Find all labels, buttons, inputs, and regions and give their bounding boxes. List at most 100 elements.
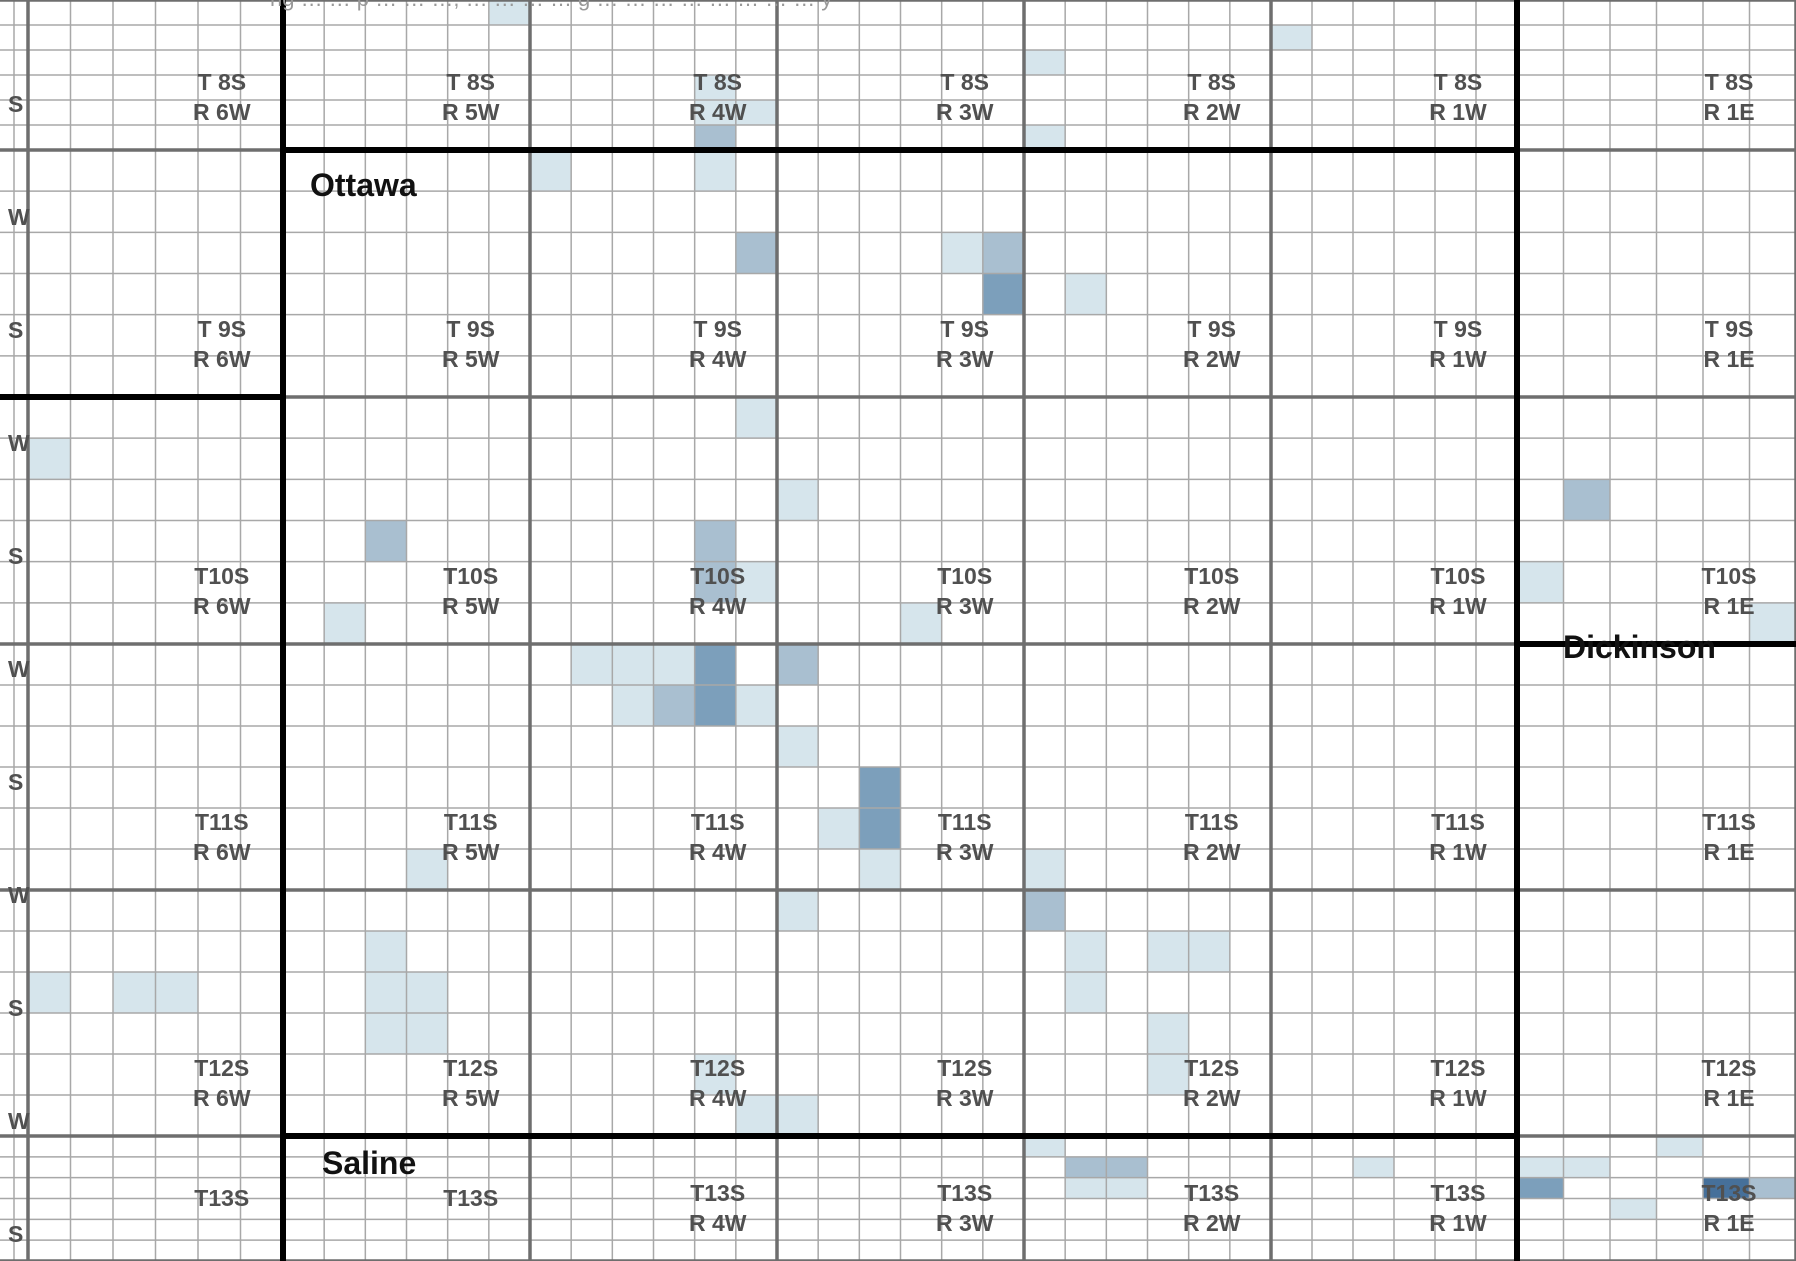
range-number: R 2W [1183, 1085, 1241, 1111]
shaded-section [694, 125, 736, 150]
range-number: R 5W [442, 346, 500, 372]
township-label: T11S R 6W [193, 809, 251, 865]
township-label: T12S R 1W [1429, 1055, 1487, 1111]
shaded-section [1147, 931, 1189, 972]
shaded-section [324, 602, 366, 644]
shaded-section [406, 972, 448, 1013]
township-label: T12S R 4W [689, 1055, 747, 1111]
shaded-section [1065, 972, 1107, 1013]
shaded-section [612, 644, 654, 685]
township-label: T12S R 5W [442, 1055, 500, 1111]
shaded-section [1024, 849, 1066, 890]
township-label: T13S R 4W [689, 1180, 747, 1236]
shaded-section [571, 644, 613, 685]
shaded-sections-layer [28, 0, 1796, 1220]
township-number: T13S [1184, 1180, 1239, 1206]
township-number: T 9S [1705, 316, 1754, 342]
shaded-section [113, 972, 156, 1013]
range-number: R 2W [1183, 1210, 1241, 1236]
shaded-section [735, 397, 777, 439]
shaded-section [365, 931, 407, 972]
clipped-left-label: S [8, 769, 23, 795]
clipped-left-label: W [8, 430, 30, 456]
shaded-section [612, 685, 654, 726]
township-label: T11S R 1E [1702, 809, 1756, 865]
shaded-section [1024, 50, 1066, 75]
township-labels-layer: T 8S R 6W T 8S R 5W T 8S R 4W T 8S R 3W T 8S R 2W… [8, 69, 1757, 1247]
shaded-section [1517, 1156, 1564, 1178]
clipped-left-label: W [8, 1108, 30, 1134]
range-number: R 2W [1183, 99, 1241, 125]
range-number: R 1W [1429, 1085, 1487, 1111]
township-label: T11S R 2W [1183, 809, 1241, 865]
shaded-section [365, 520, 407, 562]
township-number: T10S [690, 563, 745, 589]
shaded-section [28, 438, 71, 480]
range-number: R 1E [1703, 839, 1754, 865]
shaded-section [1147, 1054, 1189, 1095]
shaded-section [735, 100, 777, 125]
township-number: T 8S [446, 69, 495, 95]
township-label: T10S R 2W [1183, 563, 1241, 619]
range-number: R 3W [936, 593, 994, 619]
township-number: T12S [937, 1055, 992, 1081]
range-number: R 1W [1429, 839, 1487, 865]
township-label: T13S [194, 1185, 249, 1211]
range-number: R 6W [193, 1085, 251, 1111]
range-number: R 4W [689, 839, 747, 865]
shaded-section [735, 685, 777, 726]
township-label: T12S R 1E [1702, 1055, 1757, 1111]
township-label: T 8S R 4W [689, 69, 747, 125]
township-number: T 9S [940, 316, 989, 342]
range-number: R 6W [193, 346, 251, 372]
shaded-section [1024, 1136, 1066, 1157]
shaded-section [1517, 1177, 1564, 1199]
township-number: T10S [1702, 563, 1757, 589]
shaded-section [694, 1054, 736, 1095]
township-label: T 9S R 2W [1183, 316, 1241, 372]
clipped-left-label: S [8, 91, 23, 117]
shaded-section [694, 644, 736, 685]
shaded-section [406, 849, 448, 890]
township-number: T 9S [1434, 316, 1483, 342]
range-number: R 6W [193, 593, 251, 619]
clipped-left-label: W [8, 204, 30, 230]
shaded-section [1147, 1013, 1189, 1054]
township-number: T11S [1702, 809, 1756, 835]
range-number: R 3W [936, 99, 994, 125]
township-label: T12S R 2W [1183, 1055, 1241, 1111]
shaded-section [1065, 273, 1107, 315]
township-number: T13S [1430, 1180, 1485, 1206]
township-number: T12S [194, 1055, 249, 1081]
township-number: T13S [937, 1180, 992, 1206]
shaded-section [155, 972, 198, 1013]
township-label: T10S R 1W [1429, 563, 1487, 619]
clipped-left-label: S [8, 317, 23, 343]
range-number: R 3W [936, 346, 994, 372]
range-number: R 4W [689, 1085, 747, 1111]
township-number: T 8S [1434, 69, 1483, 95]
range-number: R 1W [1429, 346, 1487, 372]
range-number: R 2W [1183, 346, 1241, 372]
shaded-section [1749, 1177, 1796, 1199]
township-label: T11S R 5W [442, 809, 500, 865]
shaded-section [694, 561, 736, 603]
shaded-section [859, 808, 901, 849]
township-number: T11S [195, 809, 249, 835]
township-number: T12S [1702, 1055, 1757, 1081]
shaded-section [1065, 931, 1107, 972]
township-label: T13S R 2W [1183, 1180, 1241, 1236]
township-number: T 9S [693, 316, 742, 342]
township-number: T11S [1185, 809, 1239, 835]
township-label: T13S R 1E [1702, 1180, 1757, 1236]
clipped-left-label: W [8, 656, 30, 682]
range-number: R 2W [1183, 839, 1241, 865]
shaded-section [530, 150, 572, 192]
township-number: T12S [1430, 1055, 1485, 1081]
shaded-section [488, 0, 530, 25]
shaded-section [982, 232, 1024, 274]
shaded-section [859, 767, 901, 808]
